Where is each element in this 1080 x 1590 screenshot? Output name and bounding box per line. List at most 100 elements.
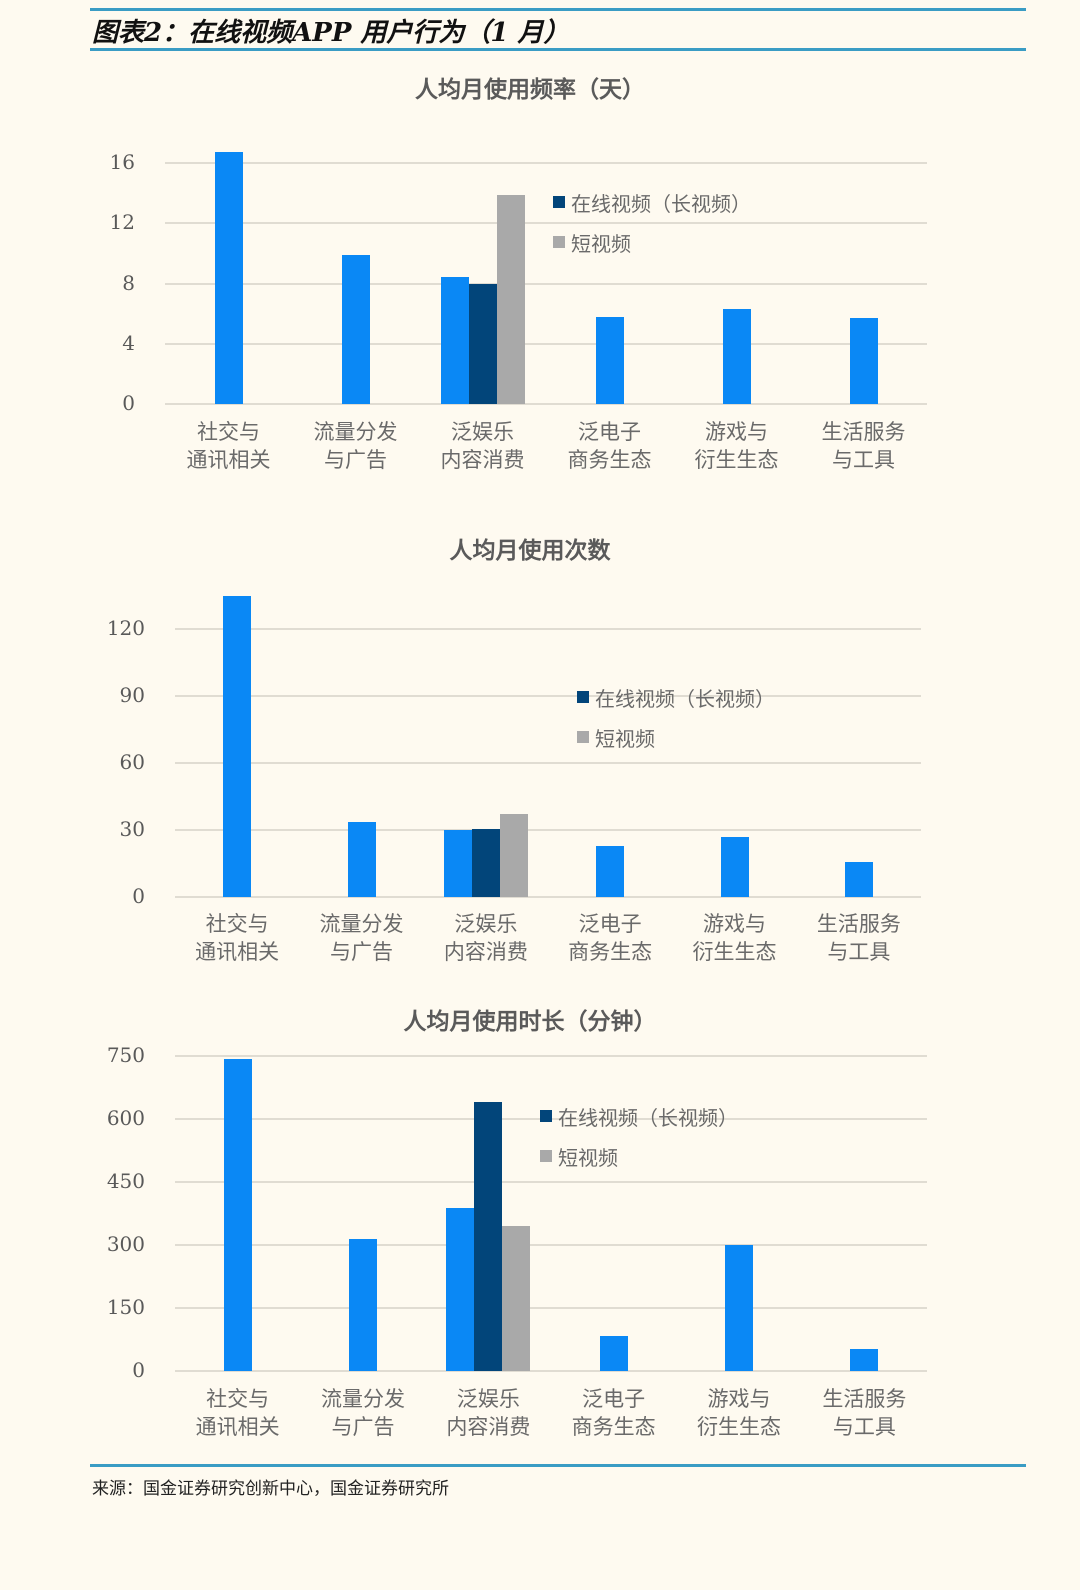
x-axis-label-line: 泛电子 — [582, 1387, 646, 1411]
legend-swatch-icon — [540, 1150, 552, 1162]
bar-category — [850, 1349, 879, 1371]
x-axis-label-line: 流量分发 — [313, 420, 398, 444]
legend-label: 在线视频（长视频） — [558, 1105, 738, 1130]
gridline — [175, 1181, 927, 1183]
bar-category — [599, 1335, 628, 1371]
y-tick-label: 16 — [109, 150, 135, 174]
legend-swatch-icon — [577, 691, 589, 703]
y-tick-label: 120 — [106, 616, 145, 640]
x-axis-label-line: 生活服务 — [822, 1387, 907, 1411]
chart-legend: 在线视频（长视频） 短视频 — [553, 182, 751, 262]
gridline — [175, 695, 921, 697]
x-axis-label-line: 生活服务 — [816, 912, 901, 936]
x-axis-label: 游戏与 衍生生态 — [677, 418, 797, 474]
legend-item-long-video: 在线视频（长视频） — [553, 182, 751, 222]
bar-category — [223, 1059, 252, 1371]
legend-label: 在线视频（长视频） — [595, 686, 775, 711]
y-tick-label: 0 — [122, 391, 135, 415]
x-axis-label: 生活服务 与工具 — [799, 910, 919, 966]
bar-category — [349, 1238, 377, 1371]
x-axis-label-line: 通讯相关 — [195, 1415, 280, 1439]
y-tick-label: 30 — [119, 817, 145, 841]
x-axis-label-line: 泛娱乐 — [451, 420, 514, 444]
x-axis-label: 泛娱乐 内容消费 — [423, 418, 543, 474]
bar-short-video — [496, 194, 525, 404]
y-tick-label: 450 — [106, 1169, 145, 1193]
x-axis-label-line: 流量分发 — [321, 1387, 405, 1411]
x-axis-label-line: 与广告 — [324, 448, 387, 472]
x-axis-label-line: 内容消费 — [446, 1415, 531, 1439]
gridline — [175, 1244, 927, 1246]
x-axis-label: 泛娱乐 内容消费 — [428, 1385, 548, 1441]
x-axis-label-line: 衍生生态 — [694, 448, 779, 472]
x-axis-label-line: 通讯相关 — [186, 448, 271, 472]
x-axis-label-line: 内容消费 — [443, 940, 528, 964]
gridline — [165, 222, 927, 225]
legend-item-long-video: 在线视频（长视频） — [540, 1096, 738, 1136]
x-axis-label: 流量分发 与广告 — [303, 1385, 423, 1441]
x-axis-label: 泛电子 商务生态 — [550, 910, 670, 966]
x-axis-label-line: 社交与 — [205, 912, 269, 936]
gridline — [165, 342, 927, 345]
bar-category — [725, 1245, 753, 1371]
bar-category — [347, 822, 376, 897]
x-axis-label: 流量分发 与广告 — [296, 418, 416, 474]
x-axis-label: 泛电子 商务生态 — [554, 1385, 674, 1441]
x-axis-label-line: 内容消费 — [440, 448, 525, 472]
x-axis-label-line: 游戏与 — [705, 420, 768, 444]
bar-short-video — [502, 1225, 531, 1371]
bottom-rule — [90, 1464, 1026, 1467]
gridline — [175, 762, 921, 764]
bar-category — [446, 1207, 475, 1371]
gridline — [175, 1055, 927, 1057]
x-axis-label-line: 泛电子 — [578, 912, 642, 936]
bar-category — [214, 152, 243, 404]
y-tick-label: 4 — [122, 330, 135, 355]
bar-category — [720, 836, 749, 897]
x-axis-label-line: 与广告 — [330, 940, 393, 964]
legend-label: 短视频 — [595, 726, 655, 751]
bar-category — [596, 845, 625, 897]
gridline — [165, 282, 927, 285]
chart-title: 人均月使用时长（分钟） — [403, 1009, 657, 1035]
legend-item-long-video: 在线视频（长视频） — [577, 677, 775, 717]
legend-swatch-icon — [577, 731, 589, 743]
y-tick-label: 60 — [119, 750, 145, 774]
y-tick-label: 750 — [106, 1043, 145, 1067]
bar-category — [443, 830, 472, 897]
y-tick-label: 300 — [106, 1232, 145, 1256]
legend-label: 短视频 — [558, 1145, 618, 1170]
x-axis-label: 泛电子 商务生态 — [550, 418, 670, 474]
source-note: 来源：国金证券研究创新中心，国金证券研究所 — [92, 1479, 449, 1499]
x-axis-label-line: 社交与 — [197, 420, 260, 444]
x-axis-label-line: 衍生生态 — [692, 940, 777, 964]
x-axis-label-line: 游戏与 — [703, 912, 766, 936]
x-axis-label-line: 与工具 — [827, 940, 891, 964]
chart-title: 人均月使用次数 — [449, 538, 611, 564]
x-axis-label-line: 游戏与 — [707, 1387, 771, 1411]
x-axis-label-line: 通讯相关 — [195, 940, 280, 964]
chart-title: 人均月使用频率（天） — [415, 77, 645, 103]
bar-long-video — [471, 828, 500, 897]
gridline — [165, 162, 927, 164]
x-axis-label: 游戏与 衍生生态 — [675, 910, 795, 966]
gridline — [175, 628, 921, 630]
y-tick-label: 0 — [132, 884, 145, 908]
bar-category — [440, 277, 469, 404]
x-axis-label-line: 与工具 — [832, 1415, 896, 1439]
x-axis-label: 泛娱乐 内容消费 — [426, 910, 546, 966]
x-axis-label: 社交与 通讯相关 — [178, 1385, 298, 1441]
top-rule — [90, 8, 1026, 11]
x-axis-label: 生活服务 与工具 — [804, 418, 924, 474]
bar-category — [844, 862, 873, 897]
legend-swatch-icon — [553, 236, 565, 248]
legend-swatch-icon — [540, 1110, 552, 1122]
x-axis-label-line: 与工具 — [832, 448, 895, 472]
x-axis-label-line: 与广告 — [331, 1415, 395, 1439]
bar-category — [722, 309, 751, 404]
bar-short-video — [499, 814, 528, 897]
y-tick-label: 12 — [109, 210, 135, 235]
y-tick-label: 0 — [132, 1358, 145, 1382]
y-tick-label: 150 — [106, 1295, 145, 1319]
x-axis-label-line: 流量分发 — [319, 912, 404, 936]
